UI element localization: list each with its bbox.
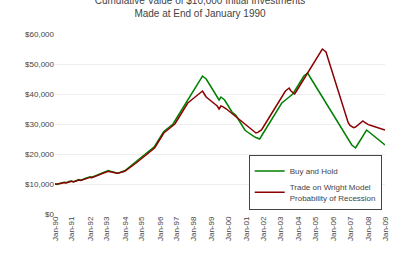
- svg-text:Jan-95: Jan-95: [137, 216, 146, 241]
- svg-text:Jan-99: Jan-99: [207, 216, 216, 241]
- svg-text:Jan-98: Jan-98: [189, 216, 198, 241]
- svg-text:Jan-97: Jan-97: [172, 216, 181, 241]
- svg-text:Jan-04: Jan-04: [294, 216, 303, 241]
- svg-text:Jan-09: Jan-09: [381, 216, 390, 241]
- svg-text:Jan-07: Jan-07: [346, 216, 355, 241]
- svg-text:$20,000: $20,000: [25, 150, 54, 159]
- svg-text:Jan-06: Jan-06: [329, 216, 338, 241]
- svg-text:Jan-93: Jan-93: [102, 216, 111, 241]
- svg-text:Jan-01: Jan-01: [242, 216, 251, 241]
- svg-text:Cumulative Value of $10,000 In: Cumulative Value of $10,000 Initial Inve…: [95, 0, 306, 19]
- svg-text:Buy and Hold: Buy and Hold: [290, 167, 338, 176]
- svg-text:$40,000: $40,000: [25, 90, 54, 99]
- svg-text:Trade on Wright ModelProbabili: Trade on Wright ModelProbability of Rece…: [290, 183, 376, 202]
- svg-text:Jan-00: Jan-00: [224, 216, 233, 241]
- svg-text:$10,000: $10,000: [25, 180, 54, 189]
- svg-text:Jan-02: Jan-02: [259, 216, 268, 241]
- svg-text:$0: $0: [45, 210, 54, 219]
- svg-text:Jan-03: Jan-03: [276, 216, 285, 241]
- svg-text:Jan-94: Jan-94: [121, 216, 130, 241]
- svg-text:Jan-96: Jan-96: [156, 216, 165, 241]
- svg-text:Jan-05: Jan-05: [311, 216, 320, 241]
- svg-text:$30,000: $30,000: [25, 120, 54, 129]
- svg-text:Jan-90: Jan-90: [51, 216, 60, 241]
- svg-text:$50,000: $50,000: [25, 60, 54, 69]
- svg-text:$60,000: $60,000: [25, 30, 54, 39]
- svg-text:Jan-08: Jan-08: [364, 216, 373, 241]
- svg-text:Jan-91: Jan-91: [67, 216, 76, 241]
- svg-text:Jan-92: Jan-92: [86, 216, 95, 241]
